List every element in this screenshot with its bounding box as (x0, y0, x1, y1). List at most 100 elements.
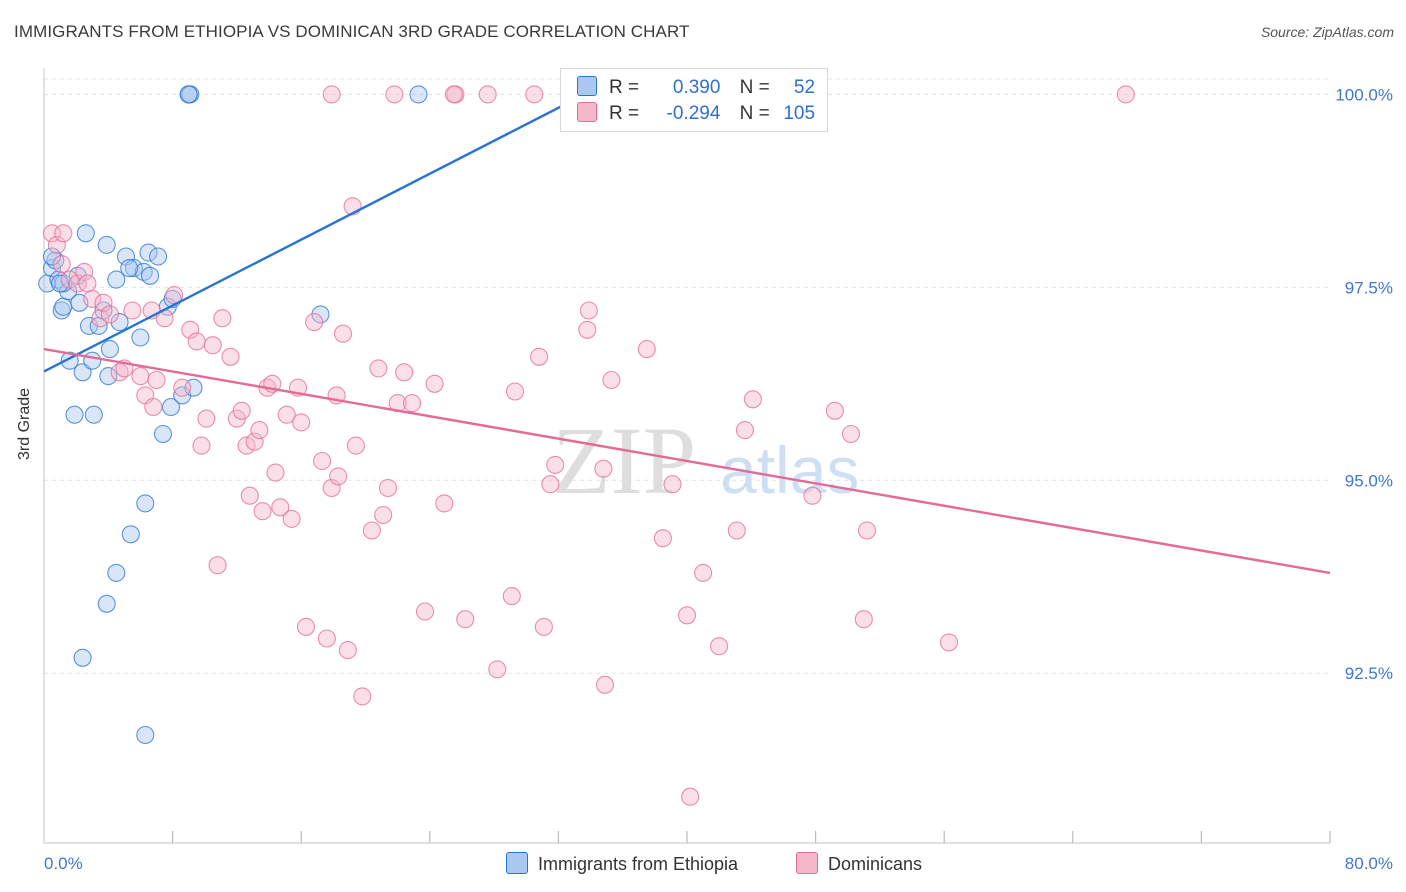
point-ethiopia (54, 297, 73, 316)
point-dominicans (653, 529, 672, 548)
point-ethiopia (141, 266, 160, 285)
point-dominicans (277, 405, 296, 424)
point-dominicans (663, 475, 682, 494)
y-tick-label: 92.5% (1345, 664, 1393, 683)
point-dominicans (245, 432, 264, 451)
point-ethiopia (84, 405, 103, 424)
point-dominicans (478, 85, 497, 104)
gridlines (44, 78, 1330, 674)
correlation-legend: R = 0.390 N = 52 R = -0.294 N = 105 (560, 68, 828, 132)
point-dominicans (546, 455, 565, 474)
point-dominicans (221, 347, 240, 366)
point-dominicans (333, 324, 353, 343)
point-dominicans (296, 617, 316, 636)
point-dominicans (1116, 85, 1135, 104)
legend-n-label: N = (739, 77, 770, 98)
point-dominicans (694, 563, 713, 582)
point-dominicans (47, 235, 66, 254)
point-dominicans (939, 633, 959, 652)
point-dominicans (144, 397, 163, 417)
point-dominicans (488, 660, 507, 679)
point-dominicans (232, 401, 251, 420)
legend-r-value: 0.390 (672, 77, 721, 98)
point-dominicans (362, 521, 381, 540)
point-dominicans (505, 382, 525, 401)
y-tick-label: 97.5% (1345, 278, 1393, 297)
point-ethiopia (121, 525, 140, 544)
point-dominicans (435, 494, 454, 513)
point-dominicans (266, 463, 285, 482)
point-dominicans (94, 293, 113, 312)
point-dominicans (735, 421, 754, 440)
point-dominicans (213, 309, 232, 328)
axes (43, 68, 1331, 844)
point-dominicans (385, 85, 404, 104)
point-ethiopia (42, 247, 62, 266)
point-dominicans (322, 85, 341, 104)
bottom-legend-swatch-pink (796, 852, 818, 874)
point-ethiopia (139, 243, 158, 262)
point-dominicans (346, 436, 365, 455)
point-dominicans (602, 370, 621, 390)
point-ethiopia (65, 405, 84, 424)
point-dominicans (123, 301, 142, 320)
point-dominicans (534, 617, 553, 636)
point-dominicans (727, 521, 746, 540)
point-dominicans (743, 390, 762, 409)
point-dominicans (338, 641, 357, 660)
point-dominicans (322, 478, 341, 498)
point-ethiopia (51, 274, 70, 293)
trend-lines (43, 77, 1331, 575)
point-ethiopia (76, 224, 95, 243)
point-dominicans (329, 467, 348, 486)
point-dominicans (173, 378, 192, 397)
point-dominicans (353, 687, 372, 706)
point-ethiopia (409, 85, 428, 104)
point-dominicans (854, 610, 873, 629)
point-dominicans (192, 436, 211, 455)
point-dominicans (78, 274, 97, 293)
point-dominicans (395, 363, 414, 382)
trend-line-dominicans (43, 347, 1331, 575)
point-dominicans (403, 394, 422, 413)
point-ethiopia (149, 247, 168, 266)
point-ethiopia (131, 328, 150, 347)
point-ethiopia (136, 725, 155, 745)
x-tick-label: 80.0% (1345, 854, 1393, 873)
point-dominicans (710, 637, 729, 656)
point-dominicans (415, 602, 435, 621)
point-dominicans (530, 347, 549, 366)
point-dominicans (677, 606, 697, 625)
chart-title: IMMIGRANTS FROM ETHIOPIA VS DOMINICAN 3R… (14, 22, 690, 41)
y-tick-label: 95.0% (1345, 471, 1393, 490)
point-ethiopia (83, 351, 102, 370)
legend-n-value: 52 (793, 77, 816, 98)
point-dominicans (208, 556, 227, 575)
point-ethiopia (120, 259, 139, 278)
point-ethiopia (107, 563, 126, 582)
point-ethiopia (110, 313, 129, 332)
point-dominicans (197, 409, 216, 428)
point-dominicans (502, 587, 521, 606)
point-dominicans (456, 610, 475, 629)
point-dominicans (187, 332, 206, 351)
point-dominicans (181, 320, 200, 339)
point-dominicans (131, 367, 150, 386)
bottom-legend-dominicans: Dominicans (796, 852, 922, 875)
bottom-legend-ethiopia: Immigrants from Ethiopia (506, 852, 738, 875)
source-label: Source: ZipAtlas.com (1260, 24, 1394, 40)
point-ethiopia (124, 259, 144, 278)
point-dominicans (147, 370, 166, 390)
bottom-legend-swatch-blue (506, 852, 528, 874)
point-dominicans (100, 305, 119, 324)
point-dominicans (378, 478, 398, 498)
point-dominicans (841, 424, 861, 444)
legend-n-label: N = (739, 103, 770, 124)
watermark-zip: ZIP (552, 407, 696, 514)
y-tick-label: 100.0% (1335, 85, 1393, 104)
point-dominicans (282, 509, 301, 528)
point-dominicans (91, 309, 110, 328)
trend-line-ethiopia (43, 77, 616, 373)
point-dominicans (305, 313, 324, 332)
y-axis-label: 3rd Grade (16, 387, 33, 460)
